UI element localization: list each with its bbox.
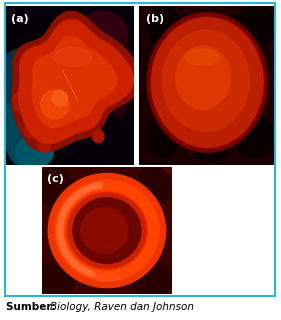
Text: Sumber:: Sumber:	[6, 301, 60, 312]
Ellipse shape	[234, 117, 275, 157]
Polygon shape	[19, 20, 133, 143]
Ellipse shape	[3, 82, 48, 169]
Ellipse shape	[106, 38, 132, 117]
Ellipse shape	[15, 136, 53, 168]
Circle shape	[53, 179, 160, 282]
Ellipse shape	[70, 19, 83, 32]
Ellipse shape	[76, 11, 128, 59]
Polygon shape	[32, 36, 117, 127]
Ellipse shape	[106, 90, 116, 106]
Text: (c): (c)	[47, 174, 64, 184]
Circle shape	[81, 208, 128, 253]
Circle shape	[73, 198, 141, 263]
Circle shape	[162, 30, 250, 132]
Ellipse shape	[146, 6, 180, 46]
Circle shape	[147, 13, 267, 152]
Ellipse shape	[29, 155, 185, 307]
Ellipse shape	[102, 44, 115, 58]
Circle shape	[49, 175, 164, 286]
Text: (b): (b)	[146, 14, 164, 24]
Ellipse shape	[146, 117, 180, 157]
Ellipse shape	[133, 167, 172, 205]
Ellipse shape	[185, 49, 219, 65]
Ellipse shape	[38, 140, 51, 152]
Ellipse shape	[133, 262, 172, 300]
Ellipse shape	[52, 90, 67, 106]
Ellipse shape	[41, 90, 69, 119]
Ellipse shape	[35, 262, 74, 300]
Polygon shape	[12, 11, 142, 152]
Ellipse shape	[194, 138, 228, 162]
Ellipse shape	[24, 122, 34, 138]
Ellipse shape	[13, 92, 25, 111]
Ellipse shape	[234, 6, 275, 46]
Ellipse shape	[1, 50, 32, 105]
Ellipse shape	[53, 48, 92, 67]
Text: (a): (a)	[11, 14, 29, 24]
Ellipse shape	[92, 130, 104, 143]
Ellipse shape	[94, 274, 120, 281]
Text: Biology, Raven dan Johnson: Biology, Raven dan Johnson	[50, 301, 194, 312]
Ellipse shape	[35, 167, 74, 205]
Circle shape	[151, 18, 263, 148]
Circle shape	[176, 46, 230, 109]
